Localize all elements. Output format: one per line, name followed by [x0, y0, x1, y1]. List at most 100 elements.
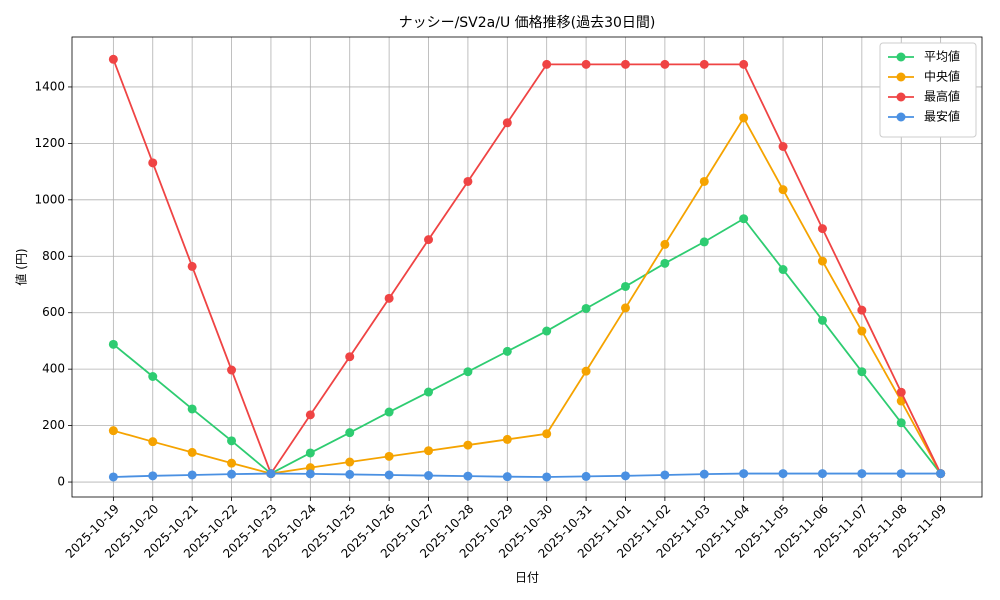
- y-tick-label: 400: [42, 362, 65, 376]
- series-line: [112, 217, 942, 475]
- y-axis-label: 値 (円): [14, 248, 29, 285]
- y-tick-label: 600: [42, 305, 65, 319]
- data-point: [227, 469, 237, 479]
- data-point: [620, 59, 630, 69]
- data-point: [778, 265, 788, 275]
- data-point: [502, 472, 512, 482]
- chart-title: ナッシー/SV2a/U 価格推移(過去30日間): [399, 15, 656, 31]
- legend-marker: [896, 112, 906, 122]
- data-point: [305, 463, 315, 473]
- data-point: [148, 437, 158, 447]
- data-point: [424, 446, 434, 456]
- data-point: [345, 457, 355, 467]
- data-point: [227, 365, 237, 375]
- data-point: [108, 339, 118, 349]
- y-tick-label: 0: [57, 475, 65, 489]
- data-point: [384, 407, 394, 417]
- data-point: [502, 346, 512, 356]
- data-point: [699, 59, 709, 69]
- data-point: [542, 326, 552, 336]
- data-point: [502, 434, 512, 444]
- data-point: [384, 293, 394, 303]
- data-point: [817, 315, 827, 325]
- data-point: [187, 404, 197, 414]
- data-point: [463, 440, 473, 450]
- data-point: [660, 59, 670, 69]
- data-point: [817, 224, 827, 234]
- legend-marker: [896, 72, 906, 82]
- data-point: [424, 235, 434, 245]
- data-point: [896, 469, 906, 479]
- data-point: [857, 469, 867, 479]
- data-point: [345, 428, 355, 438]
- data-point: [857, 326, 867, 336]
- data-point: [108, 54, 118, 64]
- series-line: [112, 58, 942, 476]
- data-point: [463, 367, 473, 377]
- data-point: [857, 367, 867, 377]
- data-point: [581, 366, 591, 376]
- data-point: [817, 469, 827, 479]
- plot-frame: [71, 36, 983, 498]
- data-point: [424, 471, 434, 481]
- data-point: [227, 436, 237, 446]
- data-point: [896, 418, 906, 428]
- legend-label: 最安値: [924, 109, 960, 124]
- data-point: [660, 470, 670, 480]
- data-point: [187, 261, 197, 271]
- data-point: [660, 239, 670, 249]
- data-point: [227, 458, 237, 468]
- data-point: [463, 471, 473, 481]
- data-point: [620, 471, 630, 481]
- data-point: [187, 447, 197, 457]
- data-point: [187, 470, 197, 480]
- data-point: [778, 469, 788, 479]
- data-point: [384, 451, 394, 461]
- series-line: [113, 116, 942, 475]
- data-point: [384, 470, 394, 480]
- data-point: [699, 176, 709, 186]
- data-point: [817, 256, 827, 266]
- data-point: [148, 471, 158, 481]
- data-point: [660, 258, 670, 268]
- legend-label: 最高値: [924, 89, 960, 104]
- data-point: [739, 113, 749, 123]
- data-point: [699, 469, 709, 479]
- data-point: [542, 59, 552, 69]
- data-point: [778, 185, 788, 195]
- data-point: [305, 469, 315, 479]
- data-point: [424, 387, 434, 397]
- data-point: [581, 471, 591, 481]
- data-point: [542, 472, 552, 482]
- data-point: [345, 469, 355, 479]
- data-point: [266, 469, 276, 479]
- data-point: [463, 176, 473, 186]
- series-line: [113, 472, 941, 478]
- data-point: [620, 303, 630, 313]
- data-point: [778, 141, 788, 151]
- y-tick-label: 1400: [34, 79, 65, 93]
- data-point: [542, 429, 552, 439]
- y-tick-label: 1000: [34, 192, 65, 206]
- data-point: [857, 305, 867, 315]
- data-point: [620, 281, 630, 291]
- legend-marker: [896, 52, 906, 62]
- data-point: [739, 469, 749, 479]
- data-point: [108, 472, 118, 482]
- data-point: [739, 214, 749, 224]
- y-tick-label: 200: [42, 418, 65, 432]
- legend-marker: [896, 92, 906, 102]
- data-point: [739, 59, 749, 69]
- data-point: [502, 118, 512, 128]
- y-tick-label: 800: [42, 249, 65, 263]
- y-tick-label: 1200: [34, 136, 65, 150]
- legend-label: 中央値: [924, 69, 960, 84]
- data-point: [305, 448, 315, 458]
- data-point: [108, 426, 118, 436]
- legend-box: [879, 42, 977, 138]
- data-point: [699, 237, 709, 247]
- data-point: [148, 371, 158, 381]
- data-point: [936, 469, 946, 479]
- grid: [72, 37, 982, 497]
